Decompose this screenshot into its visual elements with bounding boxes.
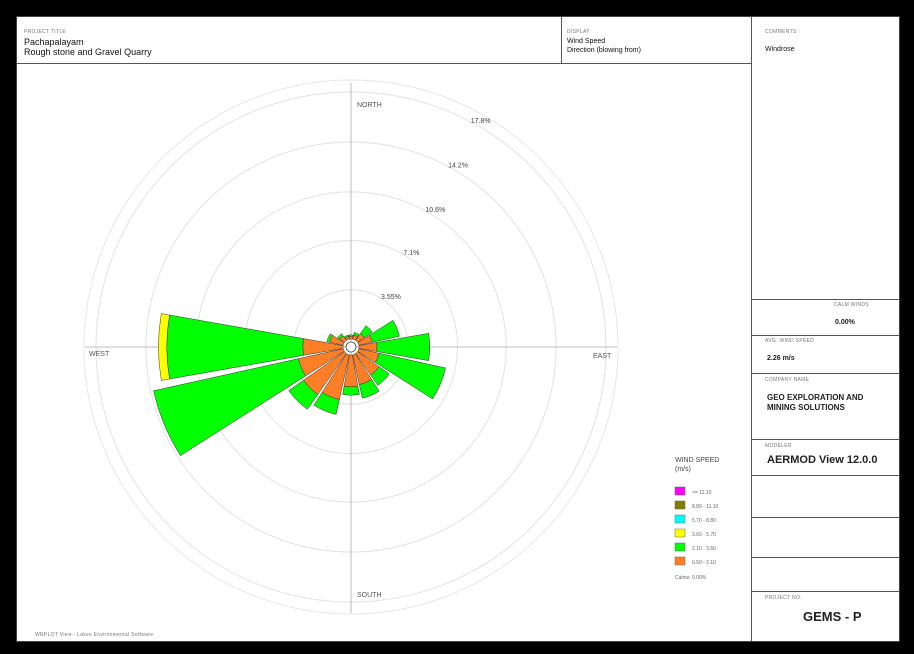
legend-swatch-4 [674,542,686,552]
legend-title-line1: WIND SPEED [675,457,719,464]
ring-label-4: 17.8% [471,118,491,125]
calms-value: 0.00% [835,319,855,326]
ring-label-0: 3.55% [381,294,401,301]
legend-label-5: 0.50 - 2.10 [692,560,716,566]
project-no-label: PROJECT NO. [765,595,802,601]
ring-label-2: 10.6% [425,207,445,214]
wedge-N-1 [348,334,354,337]
project-title-line1: Pachapalayam [24,37,84,47]
comments-text: Windrose [765,46,795,53]
legend-label-2: 5.70 - 8.80 [692,518,716,524]
company-line1: GEO EXPLORATION AND [767,393,864,402]
side-divider-speed [751,373,899,374]
legend-group: >= 11.10 8.80 - 11.10 5.70 - 8.80 3.60 - 5.… [674,486,719,566]
side-panel-divider [751,17,752,641]
display-line2: Direction (blowing from) [567,47,641,54]
legend-swatch-3 [674,528,686,538]
modeler-value: AERMOD View 12.0.0 [767,454,878,466]
header-column-divider [561,17,562,63]
center-calm-circle [345,341,357,353]
legend-label-3: 3.60 - 5.70 [692,532,716,538]
wedge-SSE-1 [359,379,380,399]
avg-speed-value: 2.26 m/s [767,355,795,362]
compass-south: SOUTH [357,592,382,599]
legend-swatch-0 [674,486,686,496]
wedge-S-1 [342,386,360,396]
ring-label-1: 7.1% [403,250,419,257]
project-title-line2: Rough stone and Gravel Quarry [24,47,152,57]
compass-east: EAST [593,353,612,360]
display-line1: Wind Speed [567,38,606,45]
side-divider-modeler [751,475,899,476]
windrose-chart: 3.55% 7.1% 10.6% 14.2% 17.8% NORTH SOUTH EAS… [83,79,719,615]
compass-west: WEST [89,351,110,358]
wedge-SW-1 [288,379,319,410]
legend-calms: Calms: 0.00% [675,575,707,581]
wedges-group [153,313,446,457]
display-label: DISPLAY [567,29,590,35]
company-line2: MINING SOLUTIONS [767,403,845,412]
calms-label: CALM WINDS [834,302,869,308]
wedge-ESE-1 [374,352,446,400]
wedge-WNW-1 [326,333,333,343]
avg-speed-label: AVG. WIND SPEED [765,338,815,344]
side-divider-calms [751,335,899,336]
wedge-NNE-1 [353,332,360,338]
project-no-value: GEMS - P [803,609,862,624]
wedge-SE-1 [370,366,390,386]
header-divider [17,63,751,64]
ring-labels-group: 3.55% 7.1% 10.6% 14.2% 17.8% [381,118,491,301]
legend-label-1: 8.80 - 11.10 [692,504,719,510]
wedge-SSW-1 [313,392,340,415]
wedge-E-1 [376,333,431,361]
comments-label: COMMENTS [765,29,797,35]
legend-swatch-5 [674,556,686,566]
legend-label-0: >= 11.10 [692,490,712,496]
legend-title-line2: (m/s) [675,466,691,473]
ring-outer [83,79,619,615]
legend-swatch-1 [674,500,686,510]
legend-label-4: 2.10 - 3.60 [692,546,716,552]
company-label: COMPANY NAME [765,377,810,383]
wedge-WSW-1 [153,358,306,457]
wedge-NW-1 [337,333,344,340]
ring-label-3: 14.2% [448,162,468,169]
footer-text: WRPLOT View - Lakes Environmental Softwa… [35,632,154,638]
side-divider-company [751,439,899,440]
wedge-NNW-1 [344,334,349,339]
side-divider-project [751,591,899,592]
side-divider-blank2 [751,557,899,558]
wedge-ENE-1 [369,319,400,343]
legend-swatch-2 [674,514,686,524]
compass-north: NORTH [357,102,382,109]
wedge-W-2 [158,313,170,381]
project-title-label: PROJECT TITLE [24,29,67,35]
wedge-NE-1 [360,325,373,338]
modeler-label: MODELER [765,443,792,449]
report-page: PROJECT TITLE Pachapalayam Rough stone a… [16,16,900,642]
side-divider-blank1 [751,517,899,518]
wedge-N-0 [348,335,354,340]
side-divider-comments [751,299,899,300]
